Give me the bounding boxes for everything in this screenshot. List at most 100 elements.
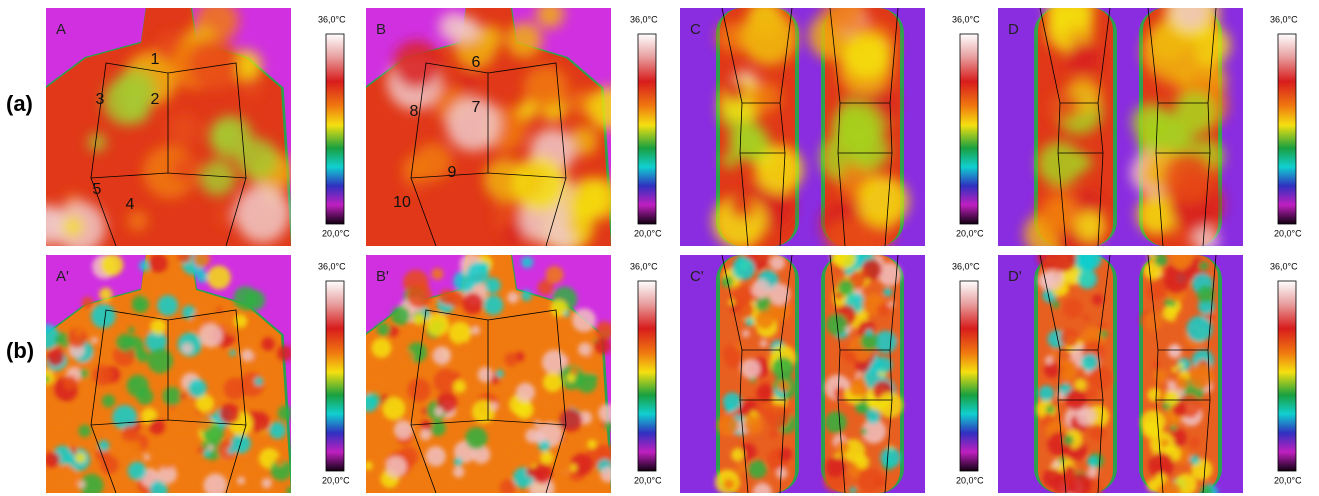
heat-blob bbox=[563, 311, 570, 318]
heat-blob bbox=[768, 283, 791, 305]
heat-blob bbox=[145, 330, 168, 353]
scale-min-label: 20,0°C bbox=[956, 228, 984, 238]
heat-blob bbox=[1042, 269, 1062, 290]
heat-blob bbox=[542, 372, 563, 392]
heat-blob bbox=[568, 125, 599, 157]
heat-blob bbox=[743, 415, 764, 435]
heat-blob bbox=[515, 400, 534, 420]
heat-blob bbox=[565, 399, 574, 408]
scale-max-label: 36,0°C bbox=[318, 14, 346, 24]
heat-blob bbox=[566, 373, 576, 383]
heat-blob bbox=[1087, 456, 1099, 468]
heat-blob bbox=[1049, 350, 1058, 359]
heat-blob bbox=[716, 21, 747, 53]
heat-blob bbox=[62, 375, 78, 390]
heat-blob bbox=[472, 445, 491, 464]
heat-blob bbox=[91, 303, 116, 329]
heat-blob bbox=[748, 81, 782, 114]
heat-blob bbox=[1143, 261, 1162, 280]
heat-blob bbox=[1092, 294, 1104, 306]
heat-blob bbox=[429, 419, 446, 436]
heat-blob bbox=[844, 326, 852, 334]
panel-label: C' bbox=[690, 268, 704, 285]
heat-blob bbox=[136, 350, 149, 363]
scale-min-label: 20,0°C bbox=[322, 475, 350, 485]
thermal-image bbox=[998, 255, 1243, 493]
heat-blob bbox=[877, 392, 903, 418]
heat-blob bbox=[824, 411, 847, 434]
heat-blob bbox=[413, 142, 452, 182]
heat-blob bbox=[75, 329, 82, 336]
color-scale bbox=[637, 33, 657, 225]
region-number: 4 bbox=[126, 196, 135, 213]
heat-blob bbox=[233, 286, 258, 311]
heat-blob bbox=[495, 369, 504, 378]
panel-label: B bbox=[376, 21, 386, 38]
region-number: 3 bbox=[96, 91, 105, 108]
heat-blob bbox=[453, 457, 463, 467]
heat-blob bbox=[188, 378, 207, 398]
heat-blob bbox=[1142, 311, 1163, 331]
heat-blob bbox=[366, 461, 373, 471]
roi-lines bbox=[90, 309, 247, 493]
heat-blob bbox=[732, 257, 755, 281]
heat-blob bbox=[124, 439, 142, 457]
heat-blob bbox=[1174, 69, 1193, 88]
heat-blob bbox=[420, 419, 433, 432]
heat-blob bbox=[1162, 151, 1215, 204]
heat-blob bbox=[1131, 103, 1170, 141]
heat-blob bbox=[466, 262, 489, 285]
heat-blob bbox=[555, 462, 572, 478]
heat-blob bbox=[1052, 471, 1077, 493]
scale-min-label: 20,0°C bbox=[1274, 475, 1302, 485]
heat-blob bbox=[499, 479, 516, 493]
heat-blob bbox=[261, 337, 275, 351]
heat-blob bbox=[1170, 255, 1194, 269]
heat-blob bbox=[771, 357, 795, 380]
thermal-texture bbox=[46, 255, 291, 493]
heat-blob bbox=[888, 300, 895, 308]
heat-blob bbox=[600, 466, 611, 483]
region-number: 5 bbox=[93, 181, 102, 198]
heat-blob bbox=[112, 404, 138, 430]
panel-label: C bbox=[690, 21, 701, 38]
roi bbox=[90, 309, 247, 493]
thermal-image bbox=[366, 8, 611, 246]
heat-blob bbox=[587, 439, 597, 450]
region-number: 2 bbox=[151, 91, 160, 108]
thermal-texture bbox=[366, 255, 611, 493]
heat-blob bbox=[1147, 255, 1157, 261]
scale-min-label: 20,0°C bbox=[322, 228, 350, 238]
heat-blob bbox=[75, 452, 86, 463]
heat-blob bbox=[1193, 226, 1219, 246]
heat-blob bbox=[572, 308, 596, 332]
heat-blob bbox=[376, 322, 391, 337]
heat-blob bbox=[1172, 402, 1187, 417]
heat-blob bbox=[515, 382, 536, 402]
heat-blob bbox=[216, 306, 223, 313]
heat-blob bbox=[849, 487, 857, 493]
heat-blob bbox=[252, 353, 266, 367]
heat-blob bbox=[533, 468, 546, 481]
heat-blob bbox=[419, 428, 432, 441]
heat-blob bbox=[731, 123, 769, 161]
heat-blob bbox=[1051, 459, 1061, 469]
heat-blob bbox=[509, 445, 523, 459]
heat-blob bbox=[103, 77, 151, 126]
heat-blob bbox=[390, 306, 410, 326]
heat-blob bbox=[434, 406, 444, 417]
color-scale bbox=[325, 280, 345, 472]
heat-blob bbox=[535, 8, 564, 29]
heat-blob bbox=[717, 414, 739, 436]
heat-blob bbox=[1173, 91, 1217, 135]
heat-blob bbox=[1163, 269, 1189, 294]
thermal-image bbox=[998, 8, 1243, 246]
heat-blob bbox=[98, 440, 110, 452]
heat-blob bbox=[833, 386, 848, 401]
scale-max-label: 36,0°C bbox=[952, 14, 980, 24]
thermal-panel: C' bbox=[680, 255, 925, 493]
scale-min-label: 20,0°C bbox=[956, 475, 984, 485]
heat-blob bbox=[207, 444, 214, 451]
heat-blob bbox=[452, 466, 465, 478]
heat-blob bbox=[865, 328, 873, 337]
